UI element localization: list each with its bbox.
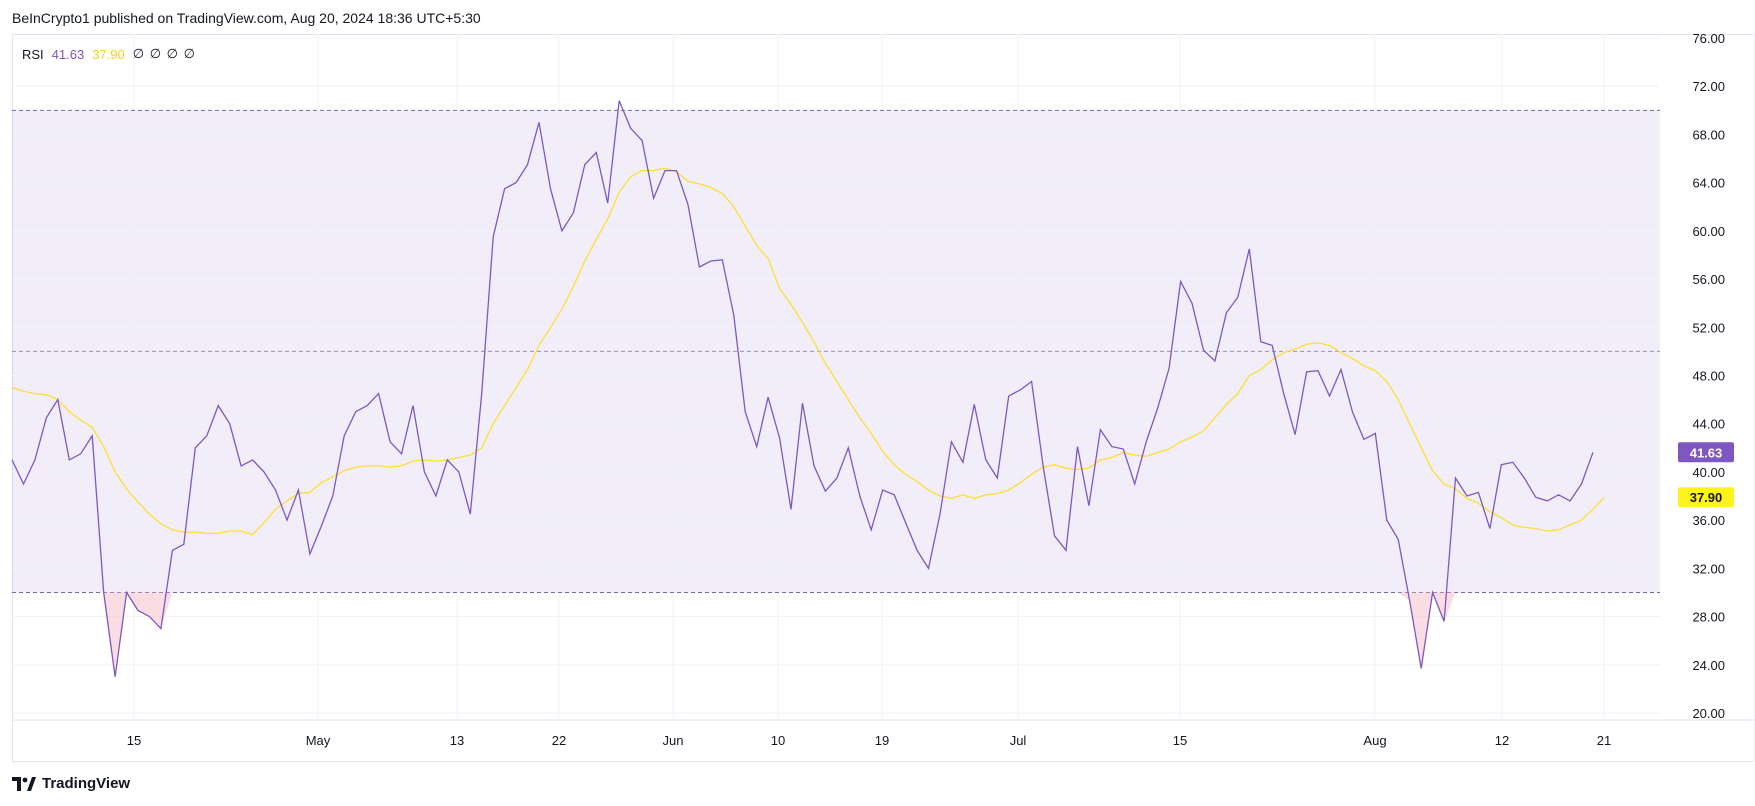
y-tick-label: 68.00	[1692, 127, 1725, 142]
x-tick-label: Aug	[1363, 733, 1386, 748]
y-tick-label: 52.00	[1692, 320, 1725, 335]
y-tick-label: 64.00	[1692, 176, 1725, 191]
y-tick-label: 40.00	[1692, 465, 1725, 480]
tradingview-logo-icon	[12, 776, 36, 791]
ma-last-value-badge: 37.90	[1690, 490, 1723, 505]
y-tick-label: 20.00	[1692, 706, 1725, 721]
rsi-series-line	[11, 100, 1594, 677]
x-tick-label: 12	[1495, 733, 1509, 748]
chart-legend[interactable]: RSI 41.63 37.90 ∅ ∅ ∅ ∅	[22, 46, 196, 62]
x-tick-label: 19	[875, 733, 889, 748]
y-tick-label: 60.00	[1692, 224, 1725, 239]
x-tick-label: 15	[1173, 733, 1187, 748]
x-tick-label: Jun	[663, 733, 684, 748]
x-tick-label: May	[306, 733, 331, 748]
x-tick-label: 13	[450, 733, 464, 748]
x-tick-label: Jul	[1010, 733, 1027, 748]
rsi-last-value-badge: 41.63	[1690, 445, 1723, 460]
ma-series-line	[11, 167, 1605, 536]
y-tick-label: 76.00	[1692, 31, 1725, 46]
ma-last-value-badge-bg	[1678, 487, 1734, 508]
oversold-fill	[126, 592, 173, 629]
legend-na-values: ∅ ∅ ∅ ∅	[132, 46, 196, 61]
publisher-caption: BeInCrypto1 published on TradingView.com…	[12, 10, 481, 26]
legend-indicator-name: RSI	[22, 46, 44, 62]
oversold-fill	[103, 592, 127, 677]
y-tick-label: 48.00	[1692, 369, 1725, 384]
x-tick-label: 22	[552, 733, 566, 748]
y-tick-label: 44.00	[1692, 417, 1725, 432]
legend-rsi-value: 41.63	[51, 46, 85, 62]
x-tick-label: 10	[771, 733, 785, 748]
y-tick-label: 24.00	[1692, 658, 1725, 673]
footer-brand: TradingView	[42, 775, 131, 792]
y-tick-label: 28.00	[1692, 610, 1725, 625]
legend-ma-value: 37.90	[92, 46, 125, 62]
x-tick-label: 21	[1597, 733, 1611, 748]
x-tick-label: 15	[127, 733, 141, 748]
rsi-last-value-badge-bg	[1678, 442, 1734, 463]
y-tick-label: 56.00	[1692, 272, 1725, 287]
oversold-fill	[1432, 592, 1456, 622]
y-tick-label: 32.00	[1692, 561, 1725, 576]
tradingview-footer[interactable]: TradingView	[12, 775, 130, 792]
y-tick-label: 72.00	[1692, 79, 1725, 94]
y-tick-label: 36.00	[1692, 513, 1725, 528]
